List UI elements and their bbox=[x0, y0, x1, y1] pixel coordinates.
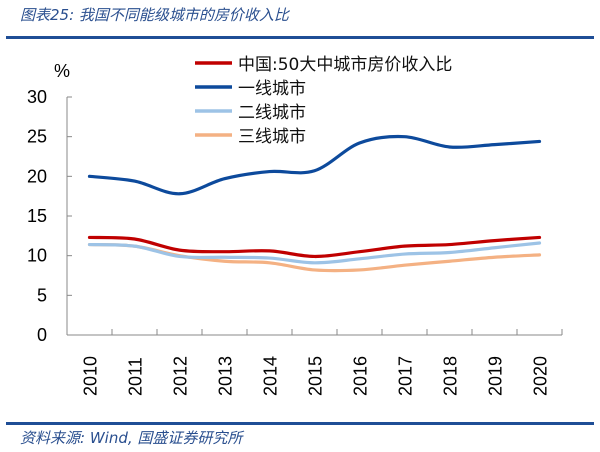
y-tick-label: 10 bbox=[27, 246, 47, 266]
x-tick-label: 2019 bbox=[486, 356, 506, 396]
y-tick-label: 5 bbox=[37, 285, 47, 305]
x-tick-label: 2020 bbox=[531, 356, 551, 396]
x-tick-label: 2017 bbox=[396, 356, 416, 396]
source-note: 资料来源: Wind, 国盛证券研究所 bbox=[20, 429, 243, 447]
x-tick-label: 2010 bbox=[81, 356, 101, 396]
y-tick-label: 0 bbox=[37, 325, 47, 345]
x-tick-label: 2012 bbox=[171, 356, 191, 396]
x-tick-label: 2011 bbox=[126, 357, 146, 396]
series-line-1 bbox=[87, 134, 542, 196]
y-tick-label: 15 bbox=[27, 206, 47, 226]
y-tick-label: 30 bbox=[27, 87, 47, 107]
x-tick-label: 2014 bbox=[261, 356, 281, 396]
footer-divider bbox=[6, 422, 594, 425]
figure-title: 图表25: 我国不同能级城市的房价收入比 bbox=[20, 6, 289, 24]
x-tick-label: 2013 bbox=[216, 356, 236, 396]
y-tick-label: 20 bbox=[27, 166, 47, 186]
series-line-0 bbox=[87, 235, 542, 259]
legend-label: 一线城市 bbox=[238, 79, 306, 99]
x-tick-label: 2018 bbox=[441, 356, 461, 396]
x-tick-label: 2016 bbox=[351, 356, 371, 396]
y-tick-label: 25 bbox=[27, 127, 47, 147]
legend-label: 中国:50大中城市房价收入比 bbox=[238, 55, 452, 75]
legend-label: 三线城市 bbox=[238, 127, 306, 147]
legend-label: 二线城市 bbox=[238, 103, 306, 123]
y-axis-unit: % bbox=[54, 61, 70, 81]
series-line-2 bbox=[87, 241, 542, 265]
x-tick-label: 2015 bbox=[306, 356, 326, 396]
header-divider bbox=[6, 36, 594, 39]
